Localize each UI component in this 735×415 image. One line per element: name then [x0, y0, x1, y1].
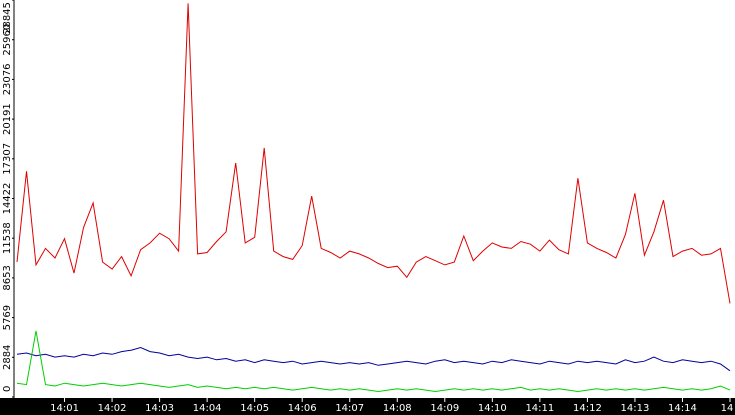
- y-tick-label: 0: [2, 386, 13, 392]
- y-tick-label: 11538: [2, 222, 13, 254]
- x-tick-label: 14:06: [288, 403, 317, 414]
- y-tick-label: 8653: [2, 265, 13, 290]
- x-tick-label: 14:11: [525, 403, 554, 414]
- x-tick-label: 14:02: [98, 403, 127, 414]
- x-tick-label: 14:04: [193, 403, 222, 414]
- x-tick-label: 14:10: [478, 403, 507, 414]
- y-tick-label: 14422: [2, 183, 13, 215]
- x-axis-strip: [0, 398, 735, 415]
- y-tick-label: 17307: [2, 143, 13, 175]
- x-tick-label: 14:12: [573, 403, 602, 414]
- x-tick-label: 14: [721, 403, 734, 414]
- x-tick-label: 14:05: [240, 403, 269, 414]
- x-tick-label: 14:14: [668, 403, 697, 414]
- x-tick-label: 14:07: [335, 403, 364, 414]
- y-tick-label: 2884: [2, 345, 13, 370]
- series-line: [16, 346, 731, 372]
- y-tick-label: 25960: [2, 24, 13, 56]
- x-tick-label: 14:09: [430, 403, 459, 414]
- x-tick-label: 14:03: [145, 403, 174, 414]
- y-tick-label: 28845: [2, 2, 13, 34]
- y-tick-label: 23076: [2, 63, 13, 95]
- series-line: [16, 330, 731, 393]
- series-line: [16, 3, 731, 304]
- x-tick-label: 14:01: [50, 403, 79, 414]
- y-tick-label: 5769: [2, 305, 13, 330]
- x-tick-label: 14:08: [383, 403, 412, 414]
- x-tick-label: 14:13: [621, 403, 650, 414]
- y-tick-label: 20191: [2, 103, 13, 135]
